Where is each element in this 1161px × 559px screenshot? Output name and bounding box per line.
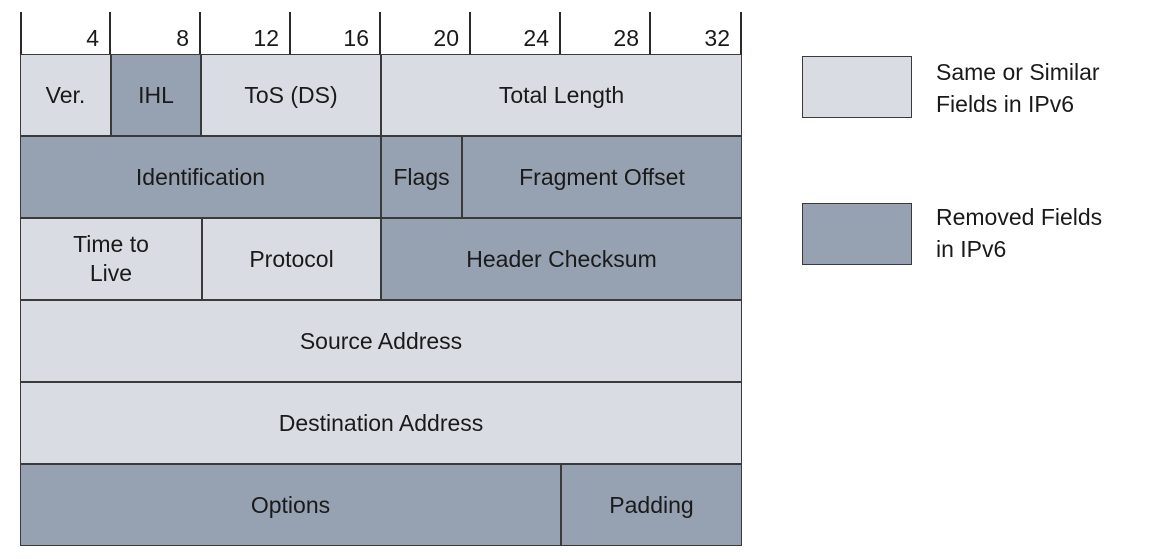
- ruler-tick-24: 24: [471, 12, 561, 54]
- field-version: Ver.: [20, 54, 111, 136]
- field-header-checksum: Header Checksum: [381, 218, 742, 300]
- ruler-tick-28: 28: [561, 12, 651, 54]
- ruler-tick-32: 32: [651, 12, 742, 54]
- ipv4-header-diagram: 4 8 12 16 20 24 28 32 Ver. IHL ToS (DS) …: [20, 8, 742, 546]
- legend-label-same: Same or Similar Fields in IPv6: [936, 59, 1100, 117]
- field-source-address: Source Address: [20, 300, 742, 382]
- field-time-to-live: Time to Live: [20, 218, 202, 300]
- ruler-tick-4: 4: [20, 12, 111, 54]
- field-total-length: Total Length: [381, 54, 742, 136]
- ruler-tick-12: 12: [201, 12, 291, 54]
- field-destination-address: Destination Address: [20, 382, 742, 464]
- field-protocol: Protocol: [202, 218, 381, 300]
- field-flags: Flags: [381, 136, 462, 218]
- field-identification: Identification: [20, 136, 381, 218]
- field-fragment-offset: Fragment Offset: [462, 136, 742, 218]
- legend-label-removed: Removed Fields in IPv6: [936, 204, 1103, 262]
- ruler-tick-16: 16: [291, 12, 381, 54]
- legend-swatch-removed: [802, 203, 912, 265]
- legend-swatch-same: [802, 56, 912, 118]
- field-options: Options: [20, 464, 561, 546]
- bit-ruler: 4 8 12 16 20 24 28 32: [20, 8, 742, 56]
- field-tos: ToS (DS): [201, 54, 381, 136]
- field-ihl: IHL: [111, 54, 201, 136]
- field-padding: Padding: [561, 464, 742, 546]
- ruler-tick-20: 20: [381, 12, 471, 54]
- ruler-left-edge: [20, 12, 22, 54]
- ruler-tick-8: 8: [111, 12, 201, 54]
